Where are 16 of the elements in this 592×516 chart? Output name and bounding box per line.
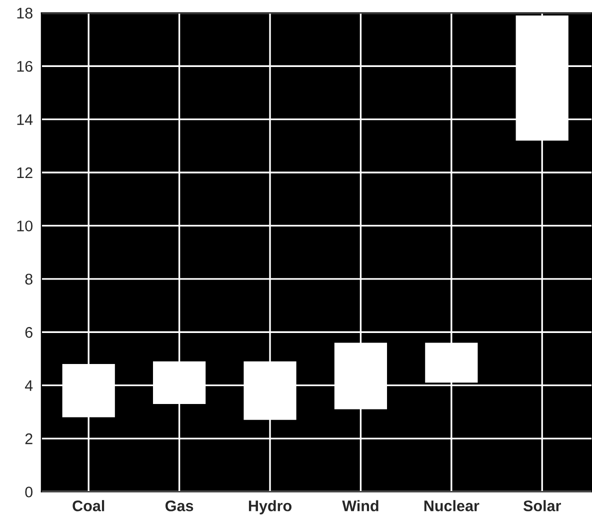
x-tick-label: Coal — [72, 500, 104, 512]
y-tick-label: 0 — [25, 486, 33, 498]
x-tick-label: Nuclear — [424, 500, 480, 512]
y-tick-label: 16 — [17, 60, 32, 72]
y-tick-label: 18 — [17, 8, 32, 19]
y-tick-label: 12 — [17, 167, 32, 178]
y-tick-label: 6 — [25, 327, 32, 338]
y-tick-label: 4 — [24, 380, 33, 391]
x-tick-label: Wind — [342, 500, 378, 512]
y-tick-label: 10 — [17, 220, 33, 232]
x-tick-label: Gas — [165, 500, 194, 512]
x-tick-label: Solar — [523, 500, 561, 512]
y-tick-label: 14 — [17, 114, 33, 125]
y-tick-label: 2 — [25, 433, 32, 444]
y-tick-label: 8 — [25, 274, 32, 285]
x-tick-label: Hydro — [248, 500, 292, 514]
